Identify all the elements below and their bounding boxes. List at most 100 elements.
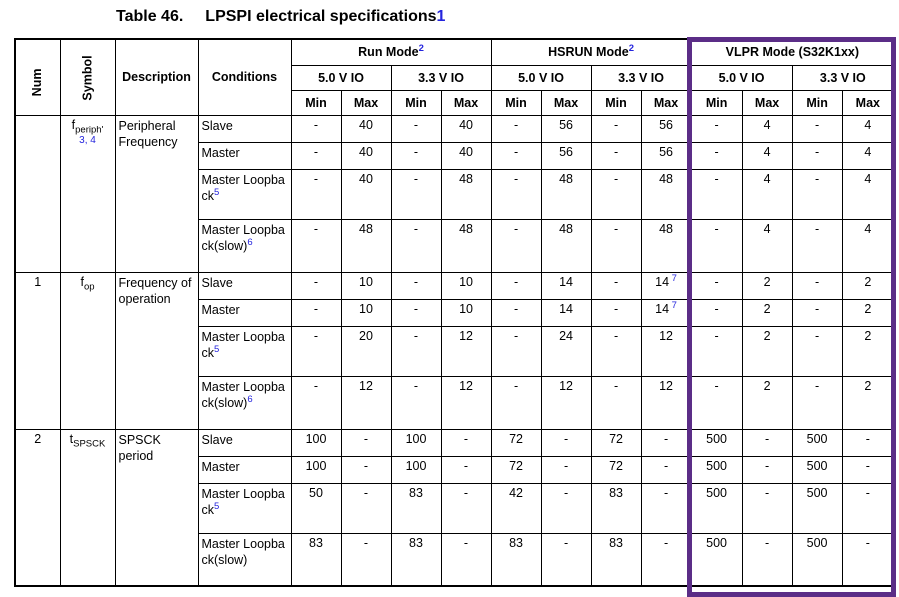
- table-title: Table 46. LPSPI electrical specifications…: [116, 8, 445, 26]
- value-cell: 100: [390, 428, 442, 457]
- value-cell: -: [741, 482, 793, 534]
- value-cell: 10: [340, 298, 392, 327]
- header-num: Num: [14, 38, 61, 116]
- value-cell: -: [540, 532, 592, 587]
- value-cell: -: [390, 168, 442, 220]
- header-hsrun-3v3: 3.3 V IO: [590, 64, 692, 91]
- value-cell: 12: [540, 375, 592, 430]
- header-min: Min: [590, 89, 642, 116]
- page: { "accent_blue": "#2424dd", "highlight_p…: [14, 8, 896, 597]
- value-cell: -: [791, 325, 843, 377]
- value-cell: 500: [791, 532, 843, 587]
- value-cell: -: [290, 298, 342, 327]
- header-description: Description: [114, 38, 199, 116]
- value-cell: 56: [540, 141, 592, 170]
- value-cell: 12: [440, 325, 492, 377]
- table-row: Master Loopback5-20-12-24-12-2-2: [15, 325, 895, 377]
- value-cell: 2: [841, 298, 895, 327]
- value-cell: 500: [690, 532, 743, 587]
- condition-footnote: 6: [247, 237, 253, 249]
- value-cell: 56: [640, 114, 692, 143]
- value-cell: -: [440, 428, 492, 457]
- value-cell: -: [590, 218, 642, 273]
- value-cell: -: [340, 482, 392, 534]
- header-min: Min: [490, 89, 542, 116]
- value-cell: 2: [741, 298, 793, 327]
- value-cell: 4: [741, 218, 793, 273]
- condition-cell: Slave: [197, 428, 292, 457]
- condition-footnote: 6: [247, 394, 253, 406]
- header-vlpr-mode: VLPR Mode (S32K1xx): [690, 38, 895, 66]
- value-cell: 4: [841, 168, 895, 220]
- table-row: Master 100-100-72-72-500-500-: [15, 455, 895, 484]
- value-cell: 4: [841, 114, 895, 143]
- value-cell: -: [290, 271, 342, 300]
- value-cell: -: [590, 298, 642, 327]
- value-cell: -: [590, 168, 642, 220]
- value-cell: 72: [590, 428, 642, 457]
- value-cell: -: [440, 455, 492, 484]
- description-cell: Peripheral Frequency: [114, 114, 199, 273]
- num-cell: 1: [14, 271, 61, 430]
- symbol-cell: fop: [59, 271, 116, 430]
- value-cell: 48: [440, 168, 492, 220]
- value-cell: 40: [440, 114, 492, 143]
- value-cell: -: [690, 114, 743, 143]
- value-cell: -: [791, 141, 843, 170]
- value-cell: -: [440, 532, 492, 587]
- value-cell: -: [390, 218, 442, 273]
- value-cell: -: [490, 218, 542, 273]
- description-cell: SPSCK period: [114, 428, 199, 587]
- value-cell: 42: [490, 482, 542, 534]
- header-max: Max: [340, 89, 392, 116]
- num-cell: [14, 114, 61, 273]
- header-hsrun-mode: HSRUN Mode2: [490, 38, 692, 66]
- value-cell: -: [390, 298, 442, 327]
- value-cell: -: [440, 482, 492, 534]
- value-cell: 83: [290, 532, 342, 587]
- value-footnote: 7: [669, 299, 677, 311]
- header-max: Max: [440, 89, 492, 116]
- value-cell: -: [540, 482, 592, 534]
- value-cell: -: [690, 141, 743, 170]
- value-cell: -: [290, 141, 342, 170]
- value-cell: 56: [540, 114, 592, 143]
- value-cell: -: [340, 428, 392, 457]
- value-cell: -: [490, 168, 542, 220]
- value-cell: 12: [640, 325, 692, 377]
- table-body: fperiph' 3, 4 Peripheral Frequency Slave -40…: [14, 114, 895, 587]
- header-min: Min: [690, 89, 743, 116]
- condition-footnote: 5: [214, 344, 220, 356]
- header-hsrun-5v: 5.0 V IO: [490, 64, 592, 91]
- header-max: Max: [640, 89, 692, 116]
- value-cell: 40: [340, 141, 392, 170]
- value-cell: -: [741, 532, 793, 587]
- value-cell: -: [690, 271, 743, 300]
- condition-cell: Master Loopback(slow): [197, 532, 292, 587]
- value-cell: -: [791, 114, 843, 143]
- table-row: Master Loopback(slow)6-48-48-48-48-4-4: [15, 218, 895, 273]
- value-cell: 500: [690, 455, 743, 484]
- value-cell: -: [640, 482, 692, 534]
- header-conditions: Conditions: [197, 38, 292, 116]
- value-cell: 100: [390, 455, 442, 484]
- value-footnote: 7: [669, 272, 677, 284]
- value-cell: 14 7: [640, 298, 692, 327]
- table-title-text: LPSPI electrical specifications: [205, 8, 437, 25]
- value-cell: 83: [590, 482, 642, 534]
- table-row: fperiph' 3, 4 Peripheral Frequency Slave -40…: [14, 114, 895, 273]
- value-cell: -: [841, 428, 895, 457]
- hsrun-mode-footnote: 2: [628, 43, 634, 55]
- value-cell: 48: [640, 218, 692, 273]
- condition-cell: Master Loopback5: [197, 482, 292, 534]
- value-cell: -: [290, 375, 342, 430]
- value-cell: -: [490, 271, 542, 300]
- value-cell: 83: [490, 532, 542, 587]
- value-cell: -: [841, 532, 895, 587]
- table-number: Table 46.: [116, 8, 184, 25]
- value-cell: -: [690, 298, 743, 327]
- header-min: Min: [290, 89, 342, 116]
- value-cell: 500: [791, 428, 843, 457]
- value-cell: -: [390, 141, 442, 170]
- value-cell: -: [590, 271, 642, 300]
